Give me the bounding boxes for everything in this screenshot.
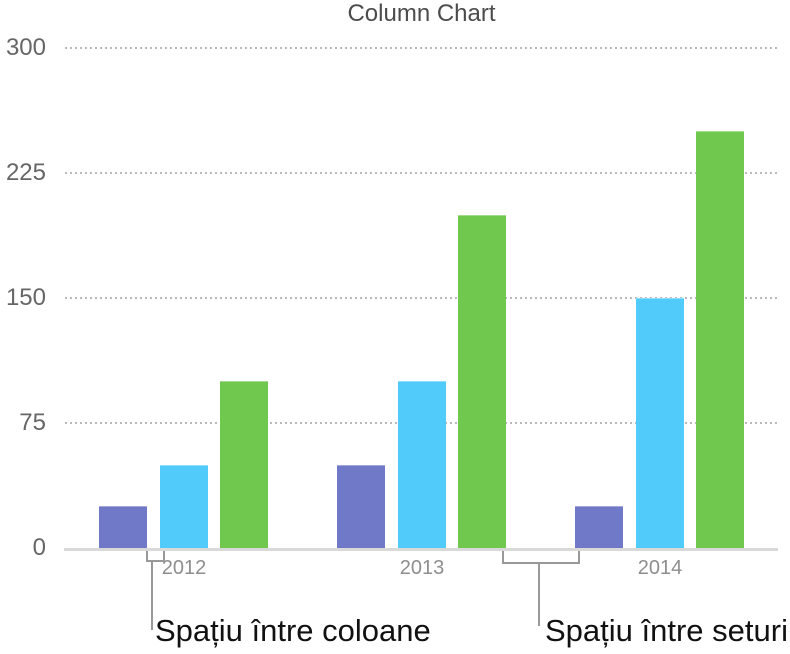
y-axis-tick-label: 300 [5,34,46,61]
x-axis-category-label: 2013 [399,557,445,579]
bar-2012-green [220,381,268,550]
x-axis-baseline [64,548,778,551]
bar-2014-green [696,131,744,550]
sets-gap-label: Spațiu între seturi [545,613,788,648]
sets-gap-stem [538,562,540,626]
columns-gap-bracket [146,551,165,562]
x-axis-category-label: 2012 [161,557,207,579]
columns-gap-label: Spațiu între coloane [155,613,431,648]
bar-2013-blue [398,381,446,550]
gridline-300 [65,47,778,49]
bar-2014-purple [575,506,623,550]
bar-2014-blue [636,298,684,550]
y-axis-tick-label: 75 [19,409,46,436]
gridline-150 [65,297,778,299]
bar-2012-blue [160,465,208,550]
y-axis-tick-label: 225 [5,159,46,186]
gridline-225 [65,172,778,174]
bar-2012-purple [99,506,147,550]
y-axis-tick-label: 150 [5,284,46,311]
columns-gap-stem [151,560,153,630]
x-axis-category-label: 2014 [637,557,683,579]
bar-2013-purple [337,465,385,550]
bar-2013-green [458,215,506,550]
sets-gap-bracket [502,551,580,564]
y-axis-tick-label: 0 [32,534,46,561]
chart-title: Column Chart [347,0,496,27]
